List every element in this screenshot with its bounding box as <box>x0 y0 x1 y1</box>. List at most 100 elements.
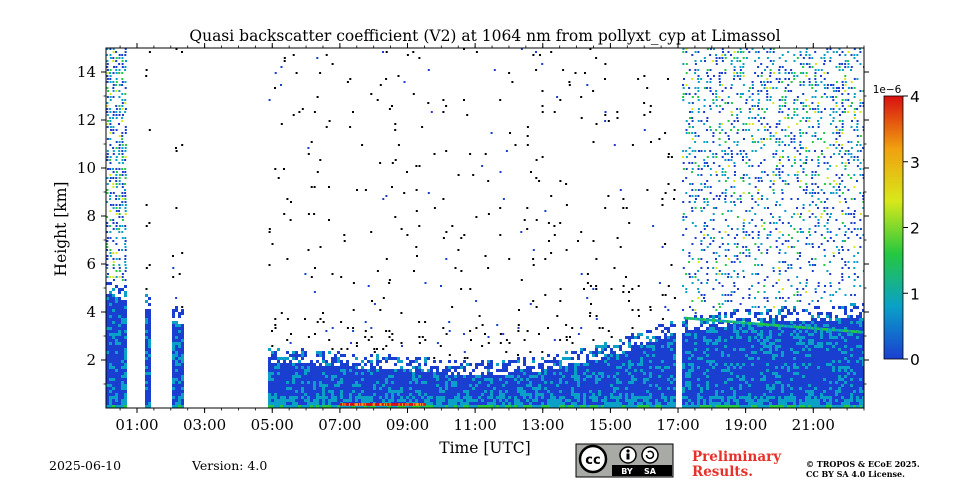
heatmap-cell <box>124 147 127 149</box>
heatmap-cell <box>358 405 361 408</box>
heatmap-cell <box>715 96 718 98</box>
heatmap-cell <box>745 390 748 393</box>
heatmap-cell <box>733 192 736 194</box>
heatmap-cell <box>748 192 751 194</box>
heatmap-cell <box>115 360 118 363</box>
heatmap-cell <box>496 363 499 366</box>
heatmap-cell <box>121 333 124 336</box>
heatmap-cell <box>766 336 769 339</box>
heatmap-cell <box>319 354 322 357</box>
heatmap-cell <box>616 384 619 387</box>
heatmap-cell <box>754 324 757 327</box>
heatmap-cell <box>607 387 610 390</box>
heatmap-cell <box>736 273 739 275</box>
heatmap-cell <box>643 399 646 402</box>
heatmap-cell <box>706 342 709 345</box>
heatmap-cell <box>742 324 745 327</box>
heatmap-cell <box>667 360 670 363</box>
heatmap-cell <box>730 87 733 89</box>
heatmap-cell <box>685 177 688 179</box>
heatmap-cell <box>109 156 112 158</box>
heatmap-cell <box>580 231 583 233</box>
heatmap-cell <box>721 108 724 110</box>
heatmap-cell <box>757 378 760 381</box>
heatmap-cell <box>766 99 769 101</box>
heatmap-cell <box>481 324 484 326</box>
heatmap-cell <box>121 306 124 309</box>
heatmap-cell <box>283 399 286 402</box>
heatmap-cell <box>124 159 127 161</box>
heatmap-cell <box>481 345 484 347</box>
heatmap-cell <box>568 369 571 372</box>
heatmap-cell <box>454 402 457 405</box>
heatmap-cell <box>124 249 127 251</box>
heatmap-cell <box>766 378 769 381</box>
heatmap-cell <box>508 342 511 344</box>
heatmap-cell <box>370 363 373 366</box>
heatmap-cell <box>148 222 151 224</box>
heatmap-cell <box>742 372 745 375</box>
heatmap-cell <box>751 396 754 399</box>
heatmap-cell <box>733 399 736 402</box>
heatmap-cell <box>457 381 460 384</box>
heatmap-cell <box>736 387 739 390</box>
heatmap-cell <box>718 378 721 381</box>
heatmap-cell <box>595 315 598 317</box>
heatmap-cell <box>703 222 706 224</box>
heatmap-cell <box>109 111 112 113</box>
heatmap-cell <box>718 255 721 257</box>
heatmap-cell <box>547 405 550 408</box>
heatmap-cell <box>628 384 631 387</box>
heatmap-cell <box>343 234 346 236</box>
heatmap-cell <box>739 369 742 372</box>
heatmap-cell <box>643 114 646 116</box>
heatmap-cell <box>448 378 451 381</box>
heatmap-cell <box>121 141 124 143</box>
heatmap-cell <box>325 126 328 128</box>
heatmap-cell <box>748 342 751 345</box>
heatmap-cell <box>709 405 712 408</box>
heatmap-cell <box>337 381 340 384</box>
heatmap-cell <box>754 360 757 363</box>
heatmap-cell <box>328 405 331 408</box>
heatmap-cell <box>364 393 367 396</box>
heatmap-cell <box>112 153 115 155</box>
heatmap-cell <box>724 369 727 372</box>
heatmap-cell <box>493 390 496 393</box>
heatmap-cell <box>301 399 304 402</box>
heatmap-cell <box>655 384 658 387</box>
heatmap-cell <box>712 132 715 134</box>
heatmap-cell <box>451 225 454 227</box>
heatmap-cell <box>622 360 625 363</box>
heatmap-cell <box>553 339 556 341</box>
heatmap-cell <box>505 393 508 396</box>
heatmap-cell <box>544 210 547 212</box>
heatmap-cell <box>706 369 709 372</box>
heatmap-cell <box>373 396 376 399</box>
heatmap-cell <box>145 375 148 378</box>
heatmap-cell <box>739 342 742 345</box>
heatmap-cell <box>580 117 583 119</box>
heatmap-cell <box>670 333 673 336</box>
heatmap-cell <box>682 213 685 215</box>
heatmap-cell <box>751 366 754 369</box>
heatmap-cell <box>175 330 178 333</box>
heatmap-cell <box>553 225 556 227</box>
heatmap-cell <box>298 396 301 399</box>
heatmap-cell <box>649 375 652 378</box>
heatmap-cell <box>460 396 463 399</box>
heatmap-cell <box>685 321 688 324</box>
heatmap-cell <box>730 210 733 212</box>
heatmap-cell <box>499 387 502 390</box>
heatmap-cell <box>682 399 685 402</box>
heatmap-cell <box>517 378 520 381</box>
heatmap-cell <box>604 363 607 366</box>
heatmap-cell <box>106 327 109 330</box>
heatmap-cell <box>403 396 406 399</box>
heatmap-cell <box>124 246 127 248</box>
heatmap-cell <box>637 381 640 384</box>
heatmap-cell <box>118 264 121 266</box>
heatmap-cell <box>112 228 115 230</box>
heatmap-cell <box>748 357 751 360</box>
heatmap-cell <box>664 243 667 245</box>
